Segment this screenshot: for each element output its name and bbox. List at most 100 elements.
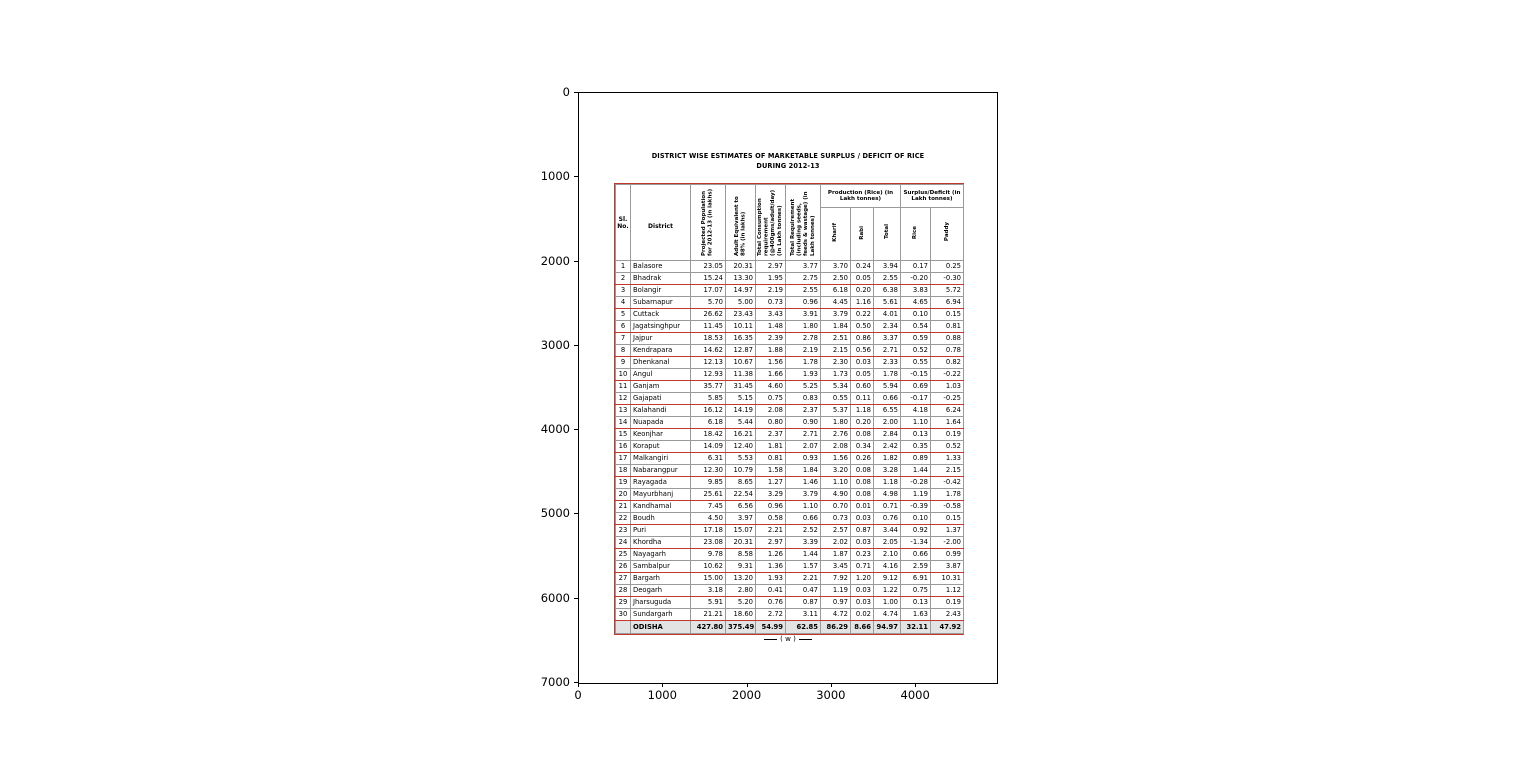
value-cell: 2.00: [873, 416, 901, 429]
group-header: Production (Rice) (in Lakh tonnes): [820, 184, 901, 208]
value-cell: 0.52: [929, 440, 965, 453]
value-cell: 2.80: [725, 584, 756, 597]
district-cell: Malkangiri: [630, 452, 691, 465]
value-cell: 2.30: [820, 356, 851, 369]
value-cell: 1.84: [820, 320, 851, 333]
value-cell: 1.26: [755, 548, 786, 561]
value-cell: -0.58: [929, 500, 965, 513]
value-cell: 2.21: [785, 572, 821, 585]
value-cell: 0.08: [850, 476, 874, 489]
value-cell: 3.20: [820, 464, 851, 477]
col-header-label: Total Consumption requirement (@400gms/a…: [757, 189, 784, 256]
table-row: 27 Bargarh 15.00 13.20 1.93 2.21 7.92 1.20 9.12 6…: [615, 572, 965, 585]
value-cell: 2.05: [873, 536, 901, 549]
value-cell: 0.71: [850, 560, 874, 573]
value-cell: 2.33: [873, 356, 901, 369]
value-cell: 5.91: [690, 596, 726, 609]
district-cell: Mayurbhanj: [630, 488, 691, 501]
value-cell: 4.18: [900, 404, 931, 417]
value-cell: 0.03: [850, 584, 874, 597]
value-cell: 12.40: [725, 440, 756, 453]
value-cell: 0.08: [850, 428, 874, 441]
value-cell: 0.19: [929, 428, 965, 441]
value-cell: 1.66: [755, 368, 786, 381]
district-cell: Jagatsinghpur: [630, 320, 691, 333]
value-cell: 62.85: [785, 620, 821, 634]
value-cell: 0.17: [900, 260, 931, 273]
rice-table-wrap: Sl. No. District Projected Population for …: [614, 183, 965, 635]
district-cell: Kandhamal: [630, 500, 691, 513]
value-cell: 2.02: [820, 536, 851, 549]
value-cell: 11.38: [725, 368, 756, 381]
value-cell: 2.76: [820, 428, 851, 441]
value-cell: 1.80: [785, 320, 821, 333]
value-cell: 5.61: [873, 296, 901, 309]
value-cell: 54.99: [755, 620, 786, 634]
district-cell: Rayagada: [630, 476, 691, 489]
table-row: 4 Subarnapur 5.70 5.00 0.73 0.96 4.45 1.16 5.61 4…: [615, 296, 965, 309]
page-number-marker: ( w ): [614, 635, 962, 643]
table-row: 10 Angul 12.93 11.38 1.66 1.93 1.73 0.05 1.78 -0.…: [615, 368, 965, 381]
table-row: 14 Nuapada 6.18 5.44 0.80 0.90 1.80 0.20 2.00 1.1…: [615, 416, 965, 429]
value-cell: 17.07: [690, 284, 726, 297]
col-header-adult: Adult Equivalent to 88% (in lakhs): [725, 184, 756, 261]
value-cell: 14.97: [725, 284, 756, 297]
value-cell: 4.90: [820, 488, 851, 501]
value-cell: 1.48: [755, 320, 786, 333]
value-cell: 3.28: [873, 464, 901, 477]
value-cell: 0.08: [850, 464, 874, 477]
sub-header-paddy: Paddy: [929, 207, 965, 261]
value-cell: 0.96: [755, 500, 786, 513]
value-cell: 3.91: [785, 308, 821, 321]
value-cell: 9.85: [690, 476, 726, 489]
value-cell: 6.31: [690, 452, 726, 465]
value-cell: 23.43: [725, 308, 756, 321]
value-cell: 3.39: [785, 536, 821, 549]
table-row: 22 Boudh 4.50 3.97 0.58 0.66 0.73 0.03 0.76 0.10 0…: [615, 512, 965, 525]
value-cell: 1.95: [755, 272, 786, 285]
value-cell: 4.01: [873, 308, 901, 321]
value-cell: 1.93: [785, 368, 821, 381]
value-cell: 1.58: [755, 464, 786, 477]
value-cell: 7.45: [690, 500, 726, 513]
value-cell: 0.76: [873, 512, 901, 525]
value-cell: 0.10: [900, 308, 931, 321]
value-cell: 2.21: [755, 524, 786, 537]
value-cell: 16.21: [725, 428, 756, 441]
value-cell: 22: [615, 512, 631, 525]
value-cell: 0.60: [850, 380, 874, 393]
value-cell: 18: [615, 464, 631, 477]
value-cell: 0.05: [850, 272, 874, 285]
value-cell: 32.11: [900, 620, 931, 634]
value-cell: 1.56: [820, 452, 851, 465]
y-tick-label: 0: [562, 85, 570, 99]
district-cell: Khordha: [630, 536, 691, 549]
table-row: 3 Bolangir 17.07 14.97 2.19 2.55 6.18 0.20 6.38 3…: [615, 284, 965, 297]
value-cell: 1.80: [820, 416, 851, 429]
value-cell: 1.57: [785, 560, 821, 573]
value-cell: 19: [615, 476, 631, 489]
value-cell: 10.67: [725, 356, 756, 369]
district-cell: Keonjhar: [630, 428, 691, 441]
value-cell: 0.52: [900, 344, 931, 357]
sub-header-label: Paddy: [943, 222, 950, 242]
value-cell: 4.50: [690, 512, 726, 525]
value-cell: 0.05: [850, 368, 874, 381]
y-tick-label: 6000: [540, 590, 570, 605]
value-cell: 1.44: [785, 548, 821, 561]
value-cell: 5.34: [820, 380, 851, 393]
value-cell: 0.55: [900, 356, 931, 369]
table-row: 25 Nayagarh 9.78 8.58 1.26 1.44 1.87 0.23 2.10 0.…: [615, 548, 965, 561]
value-cell: 24: [615, 536, 631, 549]
value-cell: 14.19: [725, 404, 756, 417]
value-cell: 0.88: [929, 332, 965, 345]
value-cell: 1.33: [929, 452, 965, 465]
document-title-line1: DISTRICT WISE ESTIMATES OF MARKETABLE SU…: [651, 152, 925, 160]
value-cell: 0.50: [850, 320, 874, 333]
value-cell: 10.62: [690, 560, 726, 573]
value-cell: 7: [615, 332, 631, 345]
table-row: 15 Keonjhar 18.42 16.21 2.37 2.71 2.76 0.08 2.84…: [615, 428, 965, 441]
value-cell: 0.71: [873, 500, 901, 513]
value-cell: 22.54: [725, 488, 756, 501]
value-cell: 427.80: [690, 620, 726, 634]
